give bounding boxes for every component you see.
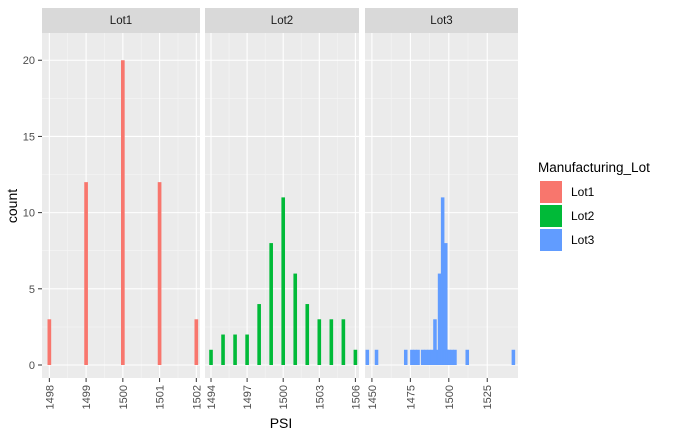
facet-panel-lot1: Lot1 1498 1499 1500 1501 1502 (42, 8, 203, 409)
y-tick-label: 20 (23, 55, 35, 67)
x-tick-label: 1503 (314, 385, 326, 409)
histogram-bar (281, 197, 286, 365)
histogram-bar (341, 319, 346, 365)
x-tick-label: 1497 (242, 385, 254, 409)
histogram-bar (447, 349, 451, 365)
histogram-bar (453, 349, 457, 365)
x-tick-label: 1506 (350, 385, 362, 409)
legend-label-lot1: Lot1 (571, 185, 595, 199)
x-axis-title: PSI (270, 415, 293, 431)
histogram-bar (423, 349, 428, 365)
histogram-bar (245, 334, 249, 365)
histogram-bar (194, 319, 199, 365)
x-tick-label: 1499 (81, 385, 93, 409)
histogram-bar (47, 319, 52, 365)
histogram-bar (374, 349, 379, 365)
histogram-bar (403, 349, 408, 365)
histogram-bar (121, 60, 125, 365)
x-tick-label: 1498 (44, 385, 56, 409)
facet-strip (205, 8, 359, 33)
histogram-bar (430, 349, 434, 365)
x-tick-label: 1494 (206, 385, 218, 409)
x-tick-label: 1500 (444, 385, 456, 409)
histogram-bar (293, 273, 298, 365)
x-tick-label: 1525 (482, 385, 494, 409)
histogram-bar (84, 182, 88, 365)
histogram-bar (317, 319, 322, 365)
histogram-bar (365, 349, 370, 365)
histogram-bar (420, 349, 425, 365)
histogram-bar (329, 319, 334, 365)
x-tick-label: 1500 (278, 385, 290, 409)
x-tick-label: 1500 (118, 385, 130, 409)
histogram-bar (269, 243, 273, 365)
legend-key-lot3 (540, 229, 562, 251)
legend: Manufacturing_Lot Lot1 Lot2 Lot3 (538, 160, 650, 251)
y-tick-label: 15 (23, 131, 35, 143)
facet-strip (42, 8, 200, 33)
histogram-bar (427, 349, 431, 365)
y-tick-label: 10 (23, 208, 35, 220)
histogram-bar (221, 334, 225, 365)
facet-strip-label: Lot1 (110, 15, 132, 27)
y-axis: 0 5 10 15 20 (23, 55, 42, 372)
histogram-bar (209, 349, 213, 365)
facets-layer: Lot1 1498 1499 1500 1501 1502 Lot2 1494 1497 1500… (42, 8, 518, 409)
x-tick-label: 1450 (367, 385, 379, 409)
histogram-bar (511, 349, 516, 365)
legend-key-lot1 (540, 181, 562, 203)
legend-label-lot3: Lot3 (571, 233, 595, 247)
histogram-bar (157, 182, 162, 365)
facet-panel-lot2: Lot2 1494 1497 1500 1503 1506 (205, 8, 362, 409)
x-tick-label: 1501 (155, 385, 167, 409)
histogram-bar (450, 349, 454, 365)
x-tick-label: 1475 (405, 385, 417, 409)
legend-title: Manufacturing_Lot (538, 160, 650, 175)
facet-panel-lot3: Lot3 1450 1475 1500 1525 (365, 8, 518, 409)
y-tick-label: 5 (29, 284, 35, 296)
y-axis-title: count (4, 189, 20, 223)
legend-key-lot2 (540, 205, 562, 227)
histogram-bar (233, 334, 237, 365)
histogram-bar (433, 319, 437, 365)
histogram-bar (413, 349, 417, 365)
legend-label-lot2: Lot2 (571, 209, 595, 223)
histogram-bar (443, 243, 448, 365)
histogram-bar (410, 349, 414, 365)
facet-strip (365, 8, 518, 33)
histogram-bar (353, 349, 358, 365)
x-tick-label: 1502 (191, 385, 203, 409)
histogram-bar (305, 304, 310, 365)
histogram-bar (437, 273, 442, 365)
histogram-bar (416, 349, 420, 365)
y-tick-label: 0 (29, 360, 35, 372)
histogram-bar (465, 349, 470, 365)
facet-strip-label: Lot2 (271, 15, 293, 27)
histogram-bar (257, 304, 261, 365)
facet-strip-label: Lot3 (430, 15, 452, 27)
